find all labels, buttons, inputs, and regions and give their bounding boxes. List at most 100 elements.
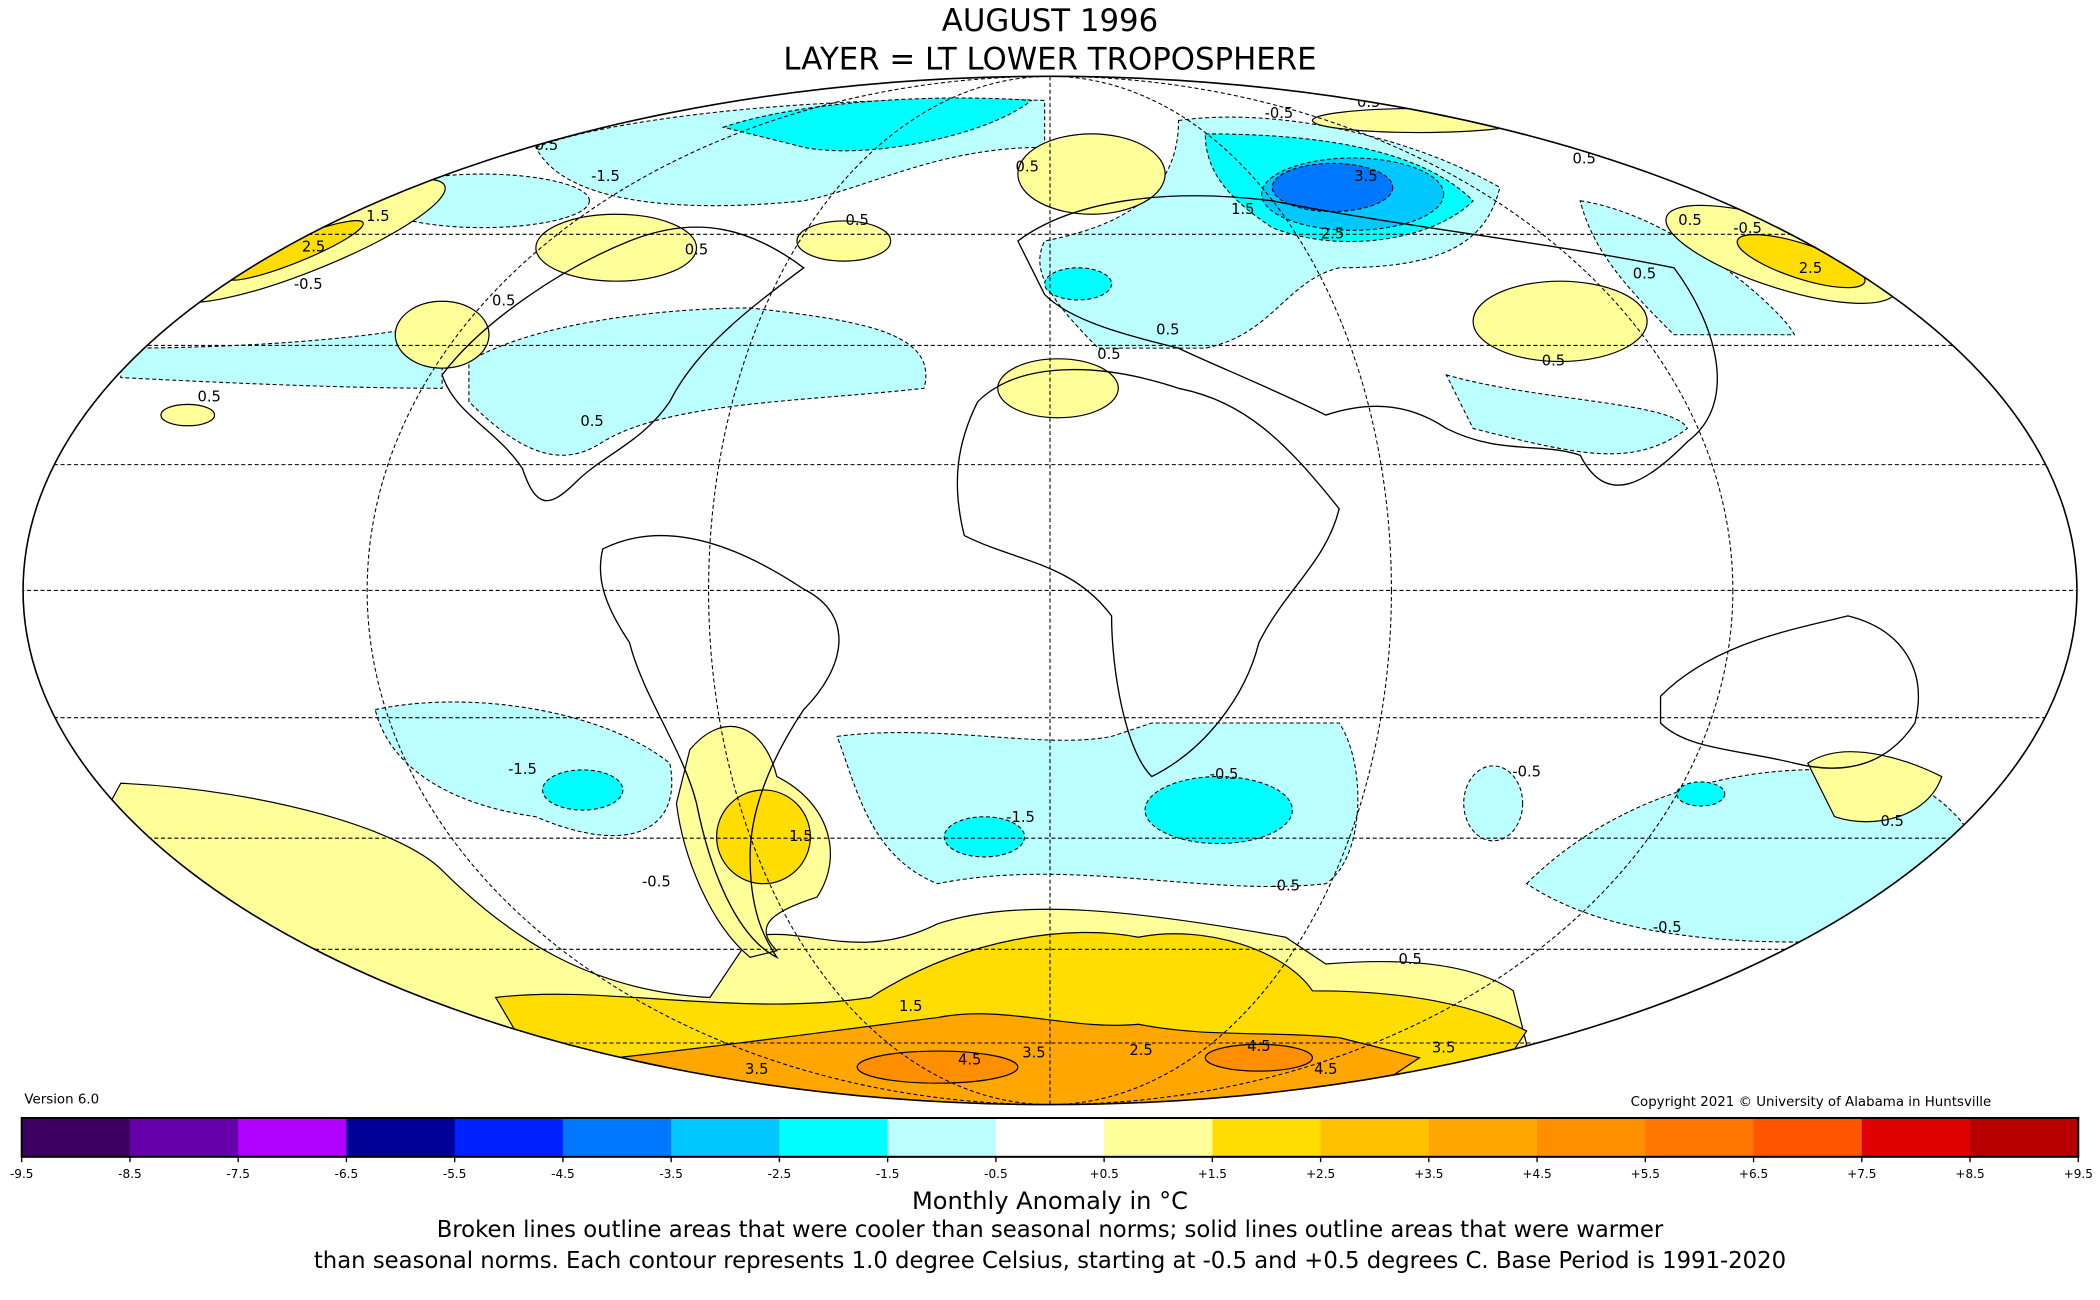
colorbar-tick-label: +9.5 (2064, 1167, 2093, 1181)
contour-label: -0.5 (1271, 877, 1300, 894)
contour-label: 0.5 (1880, 813, 1903, 830)
graticule (23, 76, 2077, 1105)
colorbar-label: Monthly Anomaly in °C (912, 1187, 1188, 1215)
footer-line2: than seasonal norms. Each contour repres… (314, 1248, 1786, 1274)
contour-label: -0.5 (1512, 764, 1541, 781)
contour-label: -0.5 (294, 276, 323, 293)
contour-label: -1.5 (1006, 809, 1035, 826)
field-warm-n-africa (997, 358, 1119, 419)
contour-label: 3.5 (1354, 168, 1377, 185)
colorbar-swatch (887, 1117, 997, 1157)
colorbar-tick-label: +0.5 (1089, 1167, 1118, 1181)
colorbar-tick-label: +2.5 (1306, 1167, 1335, 1181)
contour-label: 0.5 (845, 212, 868, 229)
version-label: Version 6.0 (24, 1092, 99, 1107)
colorbar-tick-label: +7.5 (1847, 1167, 1876, 1181)
field-cyan-1 (943, 816, 1026, 858)
colorbar-swatch (1537, 1117, 1646, 1157)
field-cool-asia (1445, 374, 1689, 455)
colorbar-swatch (1970, 1117, 2079, 1157)
field-cyan-2 (1144, 776, 1293, 845)
field-warm-3 (394, 300, 490, 369)
field-warm-se (1807, 751, 1943, 823)
footer-line1: Broken lines outline areas that were coo… (437, 1217, 1664, 1243)
colorbar-swatch (1753, 1117, 1863, 1157)
field-cool-atlantic (468, 307, 927, 456)
field-cool-small (1463, 765, 1524, 842)
contour-label: 0.5 (685, 241, 708, 258)
colorbar-swatch (1645, 1117, 1755, 1157)
field-gold-s-america (716, 789, 811, 885)
contour-label: 2.5 (1321, 225, 1344, 242)
contour-label: -1.5 (508, 761, 537, 778)
colorbar-swatch (1320, 1117, 1430, 1157)
contour-label: 1.5 (1231, 201, 1254, 218)
contour-label: 0.5 (1097, 346, 1120, 363)
contour-label: 0.5 (1542, 353, 1565, 370)
colorbar-tick-label: -9.5 (10, 1167, 34, 1181)
contour-label: 0.5 (1156, 322, 1179, 339)
colorbar-tick-label: -6.5 (335, 1167, 359, 1181)
contour-label: 4.5 (1247, 1038, 1270, 1055)
colorbar-swatch (21, 1117, 131, 1157)
colorbar-tick-label: -8.5 (118, 1167, 142, 1181)
colorbar: -9.5 -8.5 -7.5 -6.5 -5.5 -4.5 -3.5 -2.5 -1.5 -0.5… (10, 1116, 2093, 1181)
contour-label: -0.5 (1653, 919, 1682, 936)
field-warm-1 (535, 213, 698, 282)
colorbar-tick-label: +5.5 (1631, 1167, 1660, 1181)
colorbar-swatch (1104, 1117, 1214, 1157)
field-warm-2 (796, 220, 892, 262)
colorbar-swatch (995, 1117, 1105, 1157)
contour-label: 0.5 (1016, 158, 1039, 175)
colorbar-swatch (454, 1117, 564, 1157)
contour-label: -0.5 (1265, 105, 1294, 122)
colorbar-tick-label: +8.5 (1955, 1167, 1984, 1181)
contour-label: 2.5 (1799, 260, 1822, 277)
colorbar-swatch (779, 1117, 889, 1157)
colorbar-tick-label: +3.5 (1414, 1167, 1443, 1181)
contour-label: 2.5 (1129, 1042, 1152, 1059)
field-warm-scandinavia (1017, 133, 1166, 215)
contour-label: -0.5 (642, 873, 671, 890)
colorbar-tick-label: +6.5 (1739, 1167, 1768, 1181)
contour-label: 1.5 (899, 998, 922, 1015)
contour-label: 0.5 (580, 413, 603, 430)
contour-label: -0.5 (1733, 220, 1762, 237)
colorbar-swatch (346, 1117, 456, 1157)
contour-label: 4.5 (958, 1051, 981, 1068)
colorbar-swatch (238, 1117, 348, 1157)
colorbar-swatch (1861, 1117, 1971, 1157)
field-darkorange-1 (856, 1050, 1019, 1084)
contour-label: 0.5 (1398, 951, 1421, 968)
contour-label: 0.5 (197, 389, 220, 406)
colorbar-tick-label: -5.5 (443, 1167, 467, 1181)
contour-label: -1.5 (591, 168, 620, 185)
colorbar-tick-label: -2.5 (768, 1167, 792, 1181)
field-orange-south (615, 1013, 1422, 1105)
map: -1.5 0.5 0.5 0.5 0.5 -0.5 0.5 3.5 1.5 2.… (22, 75, 2078, 1106)
colorbar-tick-label: -7.5 (226, 1167, 250, 1181)
colorbar-swatch (671, 1117, 781, 1157)
colorbar-tick-label: +1.5 (1198, 1167, 1227, 1181)
contour-label: 4.5 (1314, 1061, 1337, 1078)
contour-label: -0.5 (1210, 766, 1239, 783)
coastlines (441, 195, 1919, 960)
colorbar-swatch (129, 1117, 239, 1157)
colorbar-tick-label: -4.5 (551, 1167, 575, 1181)
colorbar-tick-label: -3.5 (659, 1167, 683, 1181)
field-cyan-europe (1044, 267, 1113, 301)
colorbar-swatch (562, 1117, 672, 1157)
colorbar-swatch (1212, 1117, 1322, 1157)
field-cyan-arctic (721, 97, 1033, 152)
field-cyan-4 (1676, 781, 1726, 807)
contour-label: 2.5 (302, 239, 325, 256)
colorbar-tick-label: -1.5 (876, 1167, 900, 1181)
title-line2: LAYER = LT LOWER TROPOSPHERE (783, 42, 1316, 78)
copyright-label: Copyright 2021 © University of Alabama i… (1631, 1095, 1992, 1110)
title-line1: AUGUST 1996 (942, 3, 1158, 39)
map-border (22, 75, 2078, 1106)
colorbar-frame (20, 1116, 2080, 1158)
colorbar-tick-label: +4.5 (1522, 1167, 1551, 1181)
contour-label: 0.5 (492, 292, 515, 309)
